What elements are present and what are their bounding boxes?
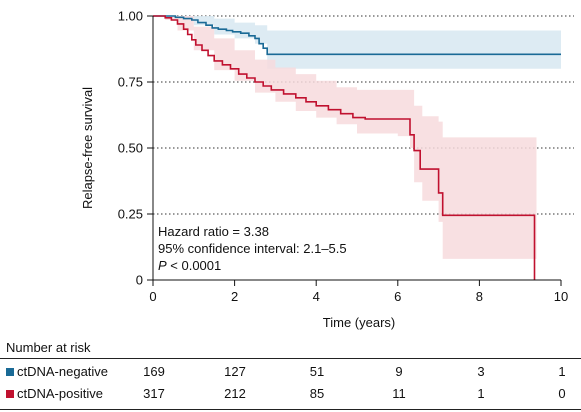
risk-table-bottom-rule [0, 409, 581, 410]
x-tick-labels: 0 2 4 6 8 10 [149, 289, 568, 304]
axes [147, 15, 562, 286]
y-tick-label: 0 [136, 273, 143, 288]
y-tick-label: 0.75 [118, 75, 143, 90]
risk-table-title: Number at risk [6, 340, 91, 355]
x-tick-label: 10 [554, 289, 568, 304]
risk-count: 317 [143, 386, 165, 401]
p-symbol: P [158, 258, 167, 273]
x-axis-label: Time (years) [323, 315, 395, 330]
x-tick-label: 6 [394, 289, 401, 304]
km-chart: 0 0.25 0.50 0.75 1.00 0 2 4 6 8 10 Relapse-free s… [80, 9, 574, 330]
confidence-interval-text: 95% confidence interval: 2.1–5.5 [158, 241, 347, 256]
risk-table-top-rule [0, 358, 581, 359]
risk-row-ctdna-positive: ctDNA-positive 317 212 85 11 1 0 [0, 385, 581, 405]
risk-count: 127 [224, 364, 246, 379]
p-value-text: P < 0.0001 [158, 258, 221, 273]
risk-row-ctdna-negative: ctDNA-negative 169 127 51 9 3 1 [0, 363, 581, 383]
p-value: < 0.0001 [167, 258, 222, 273]
x-tick-label: 0 [149, 289, 156, 304]
ci-band-ctdna-positive [153, 16, 537, 259]
x-tick-label: 8 [476, 289, 483, 304]
risk-count: 0 [558, 386, 566, 401]
risk-count: 1 [558, 364, 566, 379]
risk-table: Number at risk ctDNA-negative 169 127 51… [0, 332, 581, 412]
risk-count: 3 [477, 364, 485, 379]
legend-swatch-negative [6, 368, 14, 376]
risk-count: 1 [477, 386, 485, 401]
x-tick-label: 4 [313, 289, 320, 304]
risk-count: 51 [309, 364, 325, 379]
risk-count: 169 [143, 364, 165, 379]
y-tick-label: 0.25 [118, 207, 143, 222]
risk-row-label: ctDNA-negative [17, 364, 109, 379]
ci-band-ctdna-negative [153, 16, 561, 69]
y-axis-label: Relapse-free survival [80, 87, 95, 209]
risk-count: 11 [392, 386, 406, 401]
y-tick-label: 0.50 [118, 141, 143, 156]
y-tick-label: 1.00 [118, 9, 143, 24]
risk-count: 85 [309, 386, 325, 401]
curve-ctdna-positive [153, 15, 536, 280]
survival-curves [153, 15, 561, 280]
legend-swatch-positive [6, 390, 14, 398]
risk-count: 9 [395, 364, 403, 379]
y-tick-labels: 0 0.25 0.50 0.75 1.00 [118, 9, 143, 288]
curve-ctdna-negative [153, 15, 561, 56]
x-tick-label: 2 [231, 289, 238, 304]
risk-row-label: ctDNA-positive [17, 386, 103, 401]
hazard-ratio-text: Hazard ratio = 3.38 [158, 224, 269, 239]
risk-count: 212 [224, 386, 246, 401]
confidence-bands [153, 16, 561, 259]
